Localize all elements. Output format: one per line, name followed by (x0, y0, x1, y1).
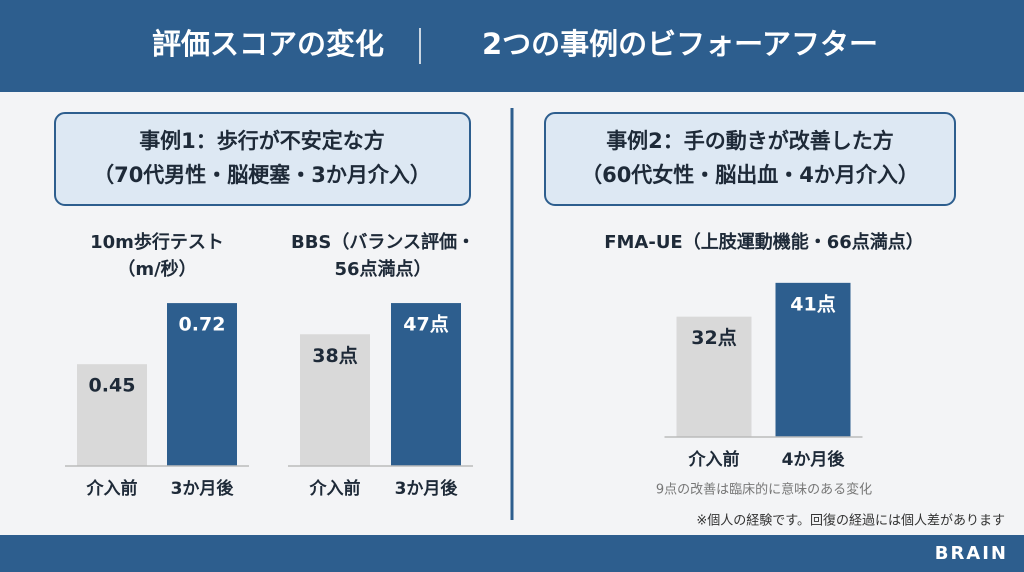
x-tick-label: 介入前 (309, 478, 361, 499)
footer-note: ※個人の経験です。回復の経過には個人差があります (696, 513, 1005, 529)
x-tick-label: 介入前 (86, 478, 138, 499)
case-detail: （60代女性・脳出血・4か月介入） (581, 163, 919, 187)
chart-title: FMA-UE（上肢運動機能・66点満点） (604, 231, 924, 253)
chart-title: （m/秒） (117, 258, 196, 280)
chart-title: 56点満点） (334, 258, 431, 280)
case-detail: （70代男性・脳梗塞・3か月介入） (93, 163, 431, 187)
bar (391, 303, 461, 466)
header-title: 評価スコアの変化 (152, 27, 384, 61)
bar (300, 334, 370, 466)
footer-band (0, 535, 1024, 572)
header-band (0, 0, 1024, 92)
bar (77, 364, 147, 466)
bar (775, 282, 851, 437)
bar (676, 316, 752, 437)
value-label: 32点 (691, 327, 736, 349)
x-tick-label: 介入前 (688, 449, 740, 470)
bar (167, 303, 237, 466)
chart-title: BBS（バランス評価・ (291, 231, 475, 253)
value-label: 41点 (790, 293, 835, 315)
value-label: 0.45 (89, 375, 136, 397)
case-box (54, 112, 471, 206)
case-title: 事例2：手の動きが改善した方 (606, 129, 894, 153)
brand: BRAIN (935, 543, 1008, 564)
case-title: 事例1：歩行が不安定な方 (139, 129, 385, 153)
value-label: 0.72 (179, 314, 226, 336)
x-tick-label: 3か月後 (171, 478, 235, 499)
case-box (544, 112, 956, 206)
annotation: 9点の改善は臨床的に意味のある変化 (656, 482, 872, 498)
value-label: 47点 (403, 314, 448, 336)
x-tick-label: 3か月後 (395, 478, 459, 499)
chart-title: 10m歩行テスト (90, 231, 224, 253)
value-label: 38点 (312, 345, 357, 367)
x-tick-label: 4か月後 (782, 449, 846, 470)
header-subtitle: 2つの事例のビフォーアフター (482, 27, 878, 61)
